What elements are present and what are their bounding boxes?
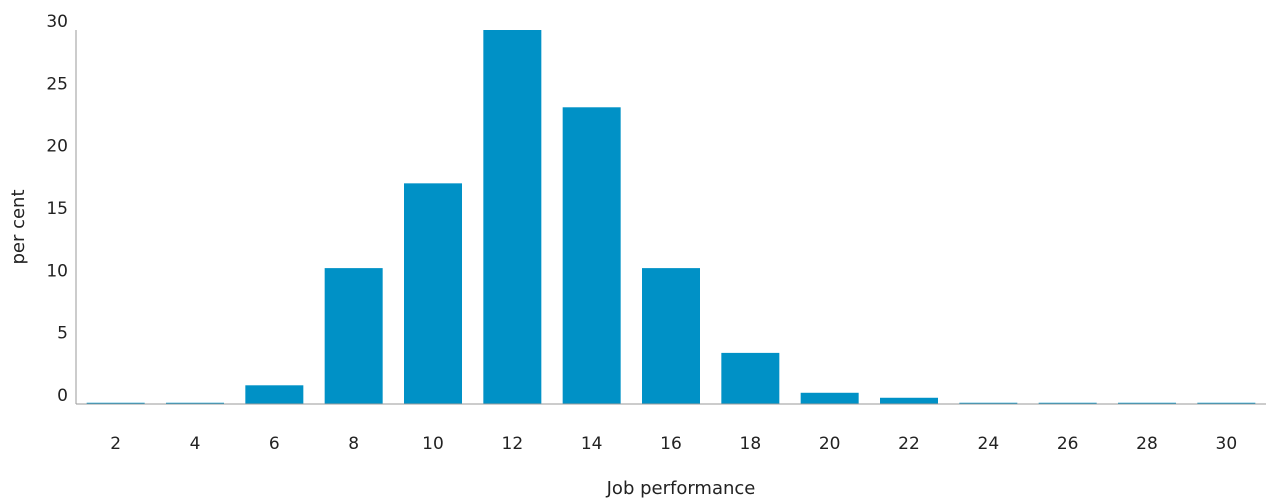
x-tick-label: 10 [422, 434, 444, 454]
bar [245, 385, 304, 404]
bar [880, 397, 938, 404]
y-tick-label: 0 [57, 386, 68, 406]
y-axis-ticks: 0 5 10 15 20 25 30 [46, 12, 68, 406]
x-tick-label: 20 [819, 434, 841, 454]
x-axis-title: Job performance [606, 478, 756, 499]
x-tick-label: 2 [110, 434, 121, 454]
x-tick-label: 22 [898, 434, 920, 454]
x-tick-label: 8 [348, 434, 359, 454]
x-tick-label: 16 [660, 434, 682, 454]
bar [404, 183, 462, 404]
y-tick-label: 5 [57, 324, 68, 344]
bar [721, 352, 780, 404]
x-tick-label: 26 [1057, 434, 1079, 454]
y-tick-label: 30 [46, 12, 68, 32]
y-tick-label: 10 [46, 261, 68, 281]
y-tick-label: 25 [46, 74, 68, 94]
x-tick-label: 6 [269, 434, 280, 454]
y-tick-label: 15 [46, 199, 68, 219]
bar [800, 392, 859, 404]
y-axis-title: per cent [8, 189, 29, 264]
x-tick-label: 28 [1136, 434, 1158, 454]
bar [483, 30, 542, 404]
x-axis-ticks: 2 4 6 8 10 12 14 16 18 20 22 24 26 28 30 [110, 434, 1237, 454]
bar [562, 107, 621, 404]
x-tick-label: 12 [502, 434, 524, 454]
bar [642, 268, 700, 404]
y-tick-label: 20 [46, 137, 68, 157]
x-tick-label: 4 [190, 434, 201, 454]
x-tick-label: 14 [581, 434, 603, 454]
x-tick-label: 30 [1216, 434, 1238, 454]
bar-series [86, 30, 1256, 405]
bar [324, 268, 383, 404]
x-tick-label: 24 [978, 434, 1000, 454]
x-tick-label: 18 [740, 434, 762, 454]
